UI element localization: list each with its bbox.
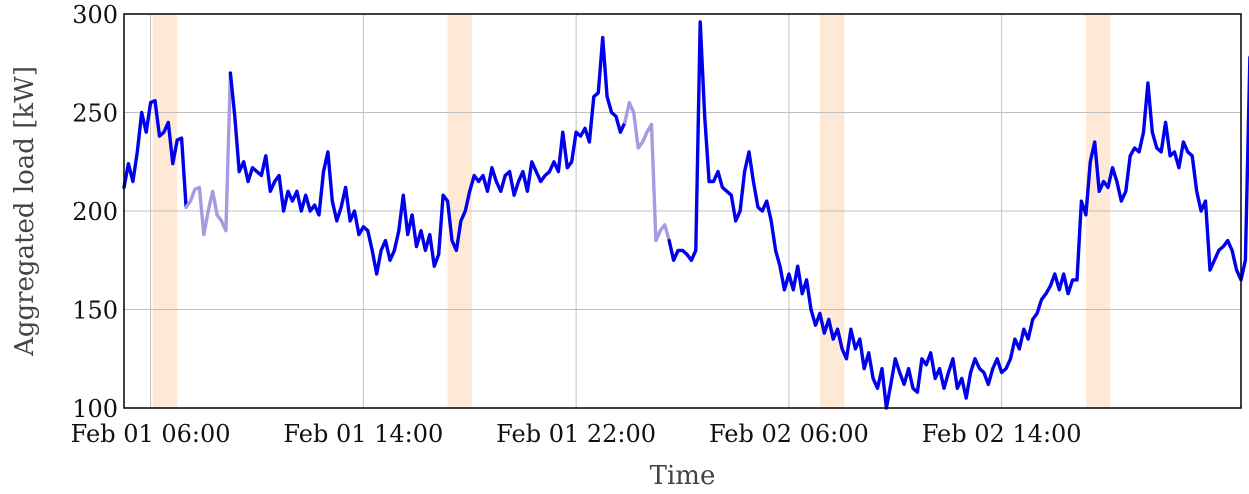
x-tick-label-4: Feb 02 14:00: [922, 420, 1082, 448]
grid-lines: [124, 13, 1241, 409]
x-tick-label-1: Feb 01 14:00: [283, 420, 443, 448]
series-line-segment-0-2: [228, 35, 627, 276]
x-tick-labels: Feb 01 06:00 Feb 01 14:00 Feb 01 22:00 Feb …: [71, 420, 1082, 448]
y-tick-label-0: 100: [72, 395, 118, 423]
series-lines: [122, 20, 1249, 410]
plot-frame: [123, 13, 1242, 409]
y-tick-labels: 100 150 200 250 300: [72, 1, 118, 423]
x-tick-label-2: Feb 01 22:00: [496, 420, 656, 448]
highlighted-segment-0-3: [623, 100, 671, 243]
y-tick-label-1: 150: [72, 297, 118, 325]
y-tick-label-4: 300: [72, 1, 118, 29]
y-tick-label-3: 250: [72, 100, 118, 128]
series-line-segment-0-0: [122, 99, 188, 209]
highlighted-segment-0-1: [184, 71, 233, 237]
y-axis-label: Aggregated load [kW]: [10, 66, 40, 357]
x-tick-label-0: Feb 01 06:00: [71, 420, 231, 448]
series-line-segment-0-4: [667, 20, 1249, 410]
x-tick-label-3: Feb 02 06:00: [709, 420, 869, 448]
y-tick-label-2: 200: [72, 198, 118, 226]
x-axis-label: Time: [650, 461, 716, 491]
